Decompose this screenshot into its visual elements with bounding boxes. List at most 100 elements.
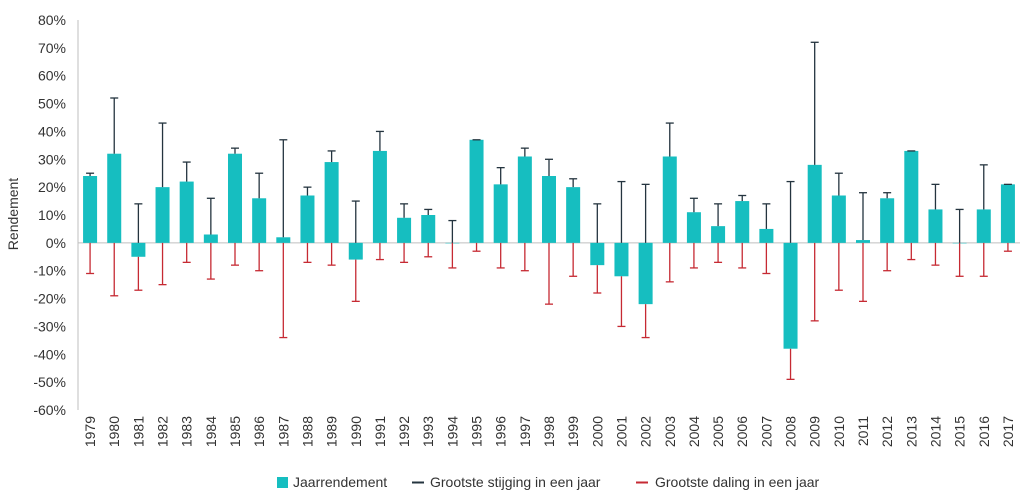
- bar-2016: [976, 209, 991, 243]
- bar-2004: [686, 212, 701, 243]
- x-tick-label: 2006: [734, 416, 750, 447]
- y-tick-label: 0%: [46, 235, 66, 251]
- x-tick-label: 2002: [638, 416, 654, 447]
- bar-1987: [276, 237, 291, 243]
- x-tick-label: 1995: [469, 416, 485, 447]
- y-tick-label: -50%: [33, 374, 66, 390]
- y-tick-label: 80%: [38, 12, 66, 28]
- x-tick-label: 1992: [396, 416, 412, 447]
- x-tick-label: 2015: [952, 416, 968, 447]
- x-tick-label: 2017: [1000, 416, 1016, 447]
- x-tick-label: 1981: [130, 416, 146, 447]
- bar-1993: [421, 215, 436, 243]
- x-tick-label: 1990: [348, 416, 364, 447]
- bar-1988: [300, 195, 315, 243]
- x-tick-label: 1994: [444, 416, 460, 447]
- y-axis-label: Rendement: [5, 178, 21, 250]
- x-tick-label: 1984: [203, 416, 219, 447]
- x-tick-label: 1982: [155, 416, 171, 447]
- y-tick-label: 40%: [38, 123, 66, 139]
- y-tick-label: -40%: [33, 346, 66, 362]
- y-tick-label: -30%: [33, 318, 66, 334]
- bar-2003: [662, 156, 677, 243]
- bar-1985: [227, 153, 243, 243]
- bar-1999: [566, 187, 581, 243]
- bar-1980: [107, 153, 122, 243]
- x-tick-label: 2003: [662, 416, 678, 447]
- bar-2013: [904, 150, 919, 243]
- y-tick-label: 50%: [38, 96, 66, 112]
- x-tick-label: 1986: [251, 416, 267, 447]
- bar-2014: [928, 209, 943, 243]
- x-tick-label: 2007: [758, 416, 774, 447]
- x-tick-label: 1991: [372, 416, 388, 447]
- bar-1983: [179, 181, 194, 243]
- y-tick-label: 20%: [38, 179, 66, 195]
- bar-1979: [83, 176, 98, 243]
- x-tick-label: 2004: [686, 416, 702, 447]
- x-tick-label: 1999: [565, 416, 581, 447]
- x-tick-label: 1979: [82, 416, 98, 447]
- bar-2011: [855, 240, 871, 243]
- bar-2008: [783, 242, 798, 349]
- plot-area: [83, 41, 1015, 381]
- bar-2000: [590, 242, 605, 266]
- bar-2007: [759, 228, 774, 243]
- y-axis-ticks: 80% 70% 60% 50% 40% 30% 20% 10% 0% -10% -20% -30% -4…: [33, 12, 66, 418]
- y-tick-label: -20%: [33, 291, 66, 307]
- legend: Jaarrendement Grootste stijging in een j…: [277, 474, 820, 490]
- bar-1986: [252, 198, 267, 243]
- x-tick-label: 1998: [541, 416, 557, 447]
- legend-label-grootste-stijging: Grootste stijging in een jaar: [430, 474, 601, 490]
- legend-label-jaarrendement: Jaarrendement: [293, 474, 387, 490]
- bar-1991: [372, 150, 387, 243]
- legend-swatch-jaarrendement: [277, 477, 288, 488]
- bar-1981: [131, 242, 146, 257]
- bar-2009: [807, 164, 822, 243]
- bar-1984: [203, 234, 218, 243]
- x-tick-label: 2008: [783, 416, 799, 447]
- bar-2010: [831, 195, 846, 243]
- x-tick-label: 2005: [710, 416, 726, 447]
- x-tick-label: 2009: [807, 416, 823, 447]
- bar-1989: [324, 162, 339, 243]
- bar-2005: [711, 226, 726, 243]
- legend-label-grootste-daling: Grootste daling in een jaar: [655, 474, 820, 490]
- y-tick-label: -60%: [33, 402, 66, 418]
- y-tick-label: 70%: [38, 40, 66, 56]
- x-tick-label: 1997: [517, 416, 533, 447]
- bar-1990: [348, 242, 363, 260]
- x-tick-label: 1989: [324, 416, 340, 447]
- bar-1998: [541, 176, 557, 243]
- bar-2012: [880, 198, 895, 243]
- x-tick-label: 2001: [613, 416, 629, 447]
- bar-2001: [614, 242, 629, 277]
- y-tick-label: 10%: [38, 207, 66, 223]
- bar-1996: [493, 184, 508, 243]
- x-tick-label: 1983: [179, 416, 195, 447]
- x-tick-label: 1993: [420, 416, 436, 447]
- y-tick-label: 60%: [38, 68, 66, 84]
- x-tick-label: 2013: [903, 416, 919, 447]
- x-tick-label: 2000: [589, 416, 605, 447]
- bar-2017: [1000, 184, 1015, 243]
- x-tick-label: 2012: [879, 416, 895, 447]
- y-tick-label: 30%: [38, 151, 66, 167]
- bar-2006: [735, 201, 750, 243]
- x-tick-label: 2016: [976, 416, 992, 447]
- bar-1992: [397, 217, 412, 243]
- x-tick-label: 1987: [275, 416, 291, 447]
- x-axis-ticks: 1979 1980 1981 1982 1983 1984 1985 1986 1987 1988…: [82, 416, 1016, 447]
- bar-2002: [638, 242, 653, 305]
- bar-1995: [469, 139, 484, 243]
- x-tick-label: 1988: [299, 416, 315, 447]
- x-tick-label: 1985: [227, 416, 243, 447]
- x-tick-label: 2010: [831, 416, 847, 447]
- bar-1982: [155, 187, 170, 243]
- x-tick-label: 2014: [927, 416, 943, 447]
- x-tick-label: 1980: [106, 416, 122, 447]
- x-tick-label: 2011: [855, 416, 871, 446]
- bar-1997: [517, 156, 532, 243]
- y-tick-label: -10%: [33, 263, 66, 279]
